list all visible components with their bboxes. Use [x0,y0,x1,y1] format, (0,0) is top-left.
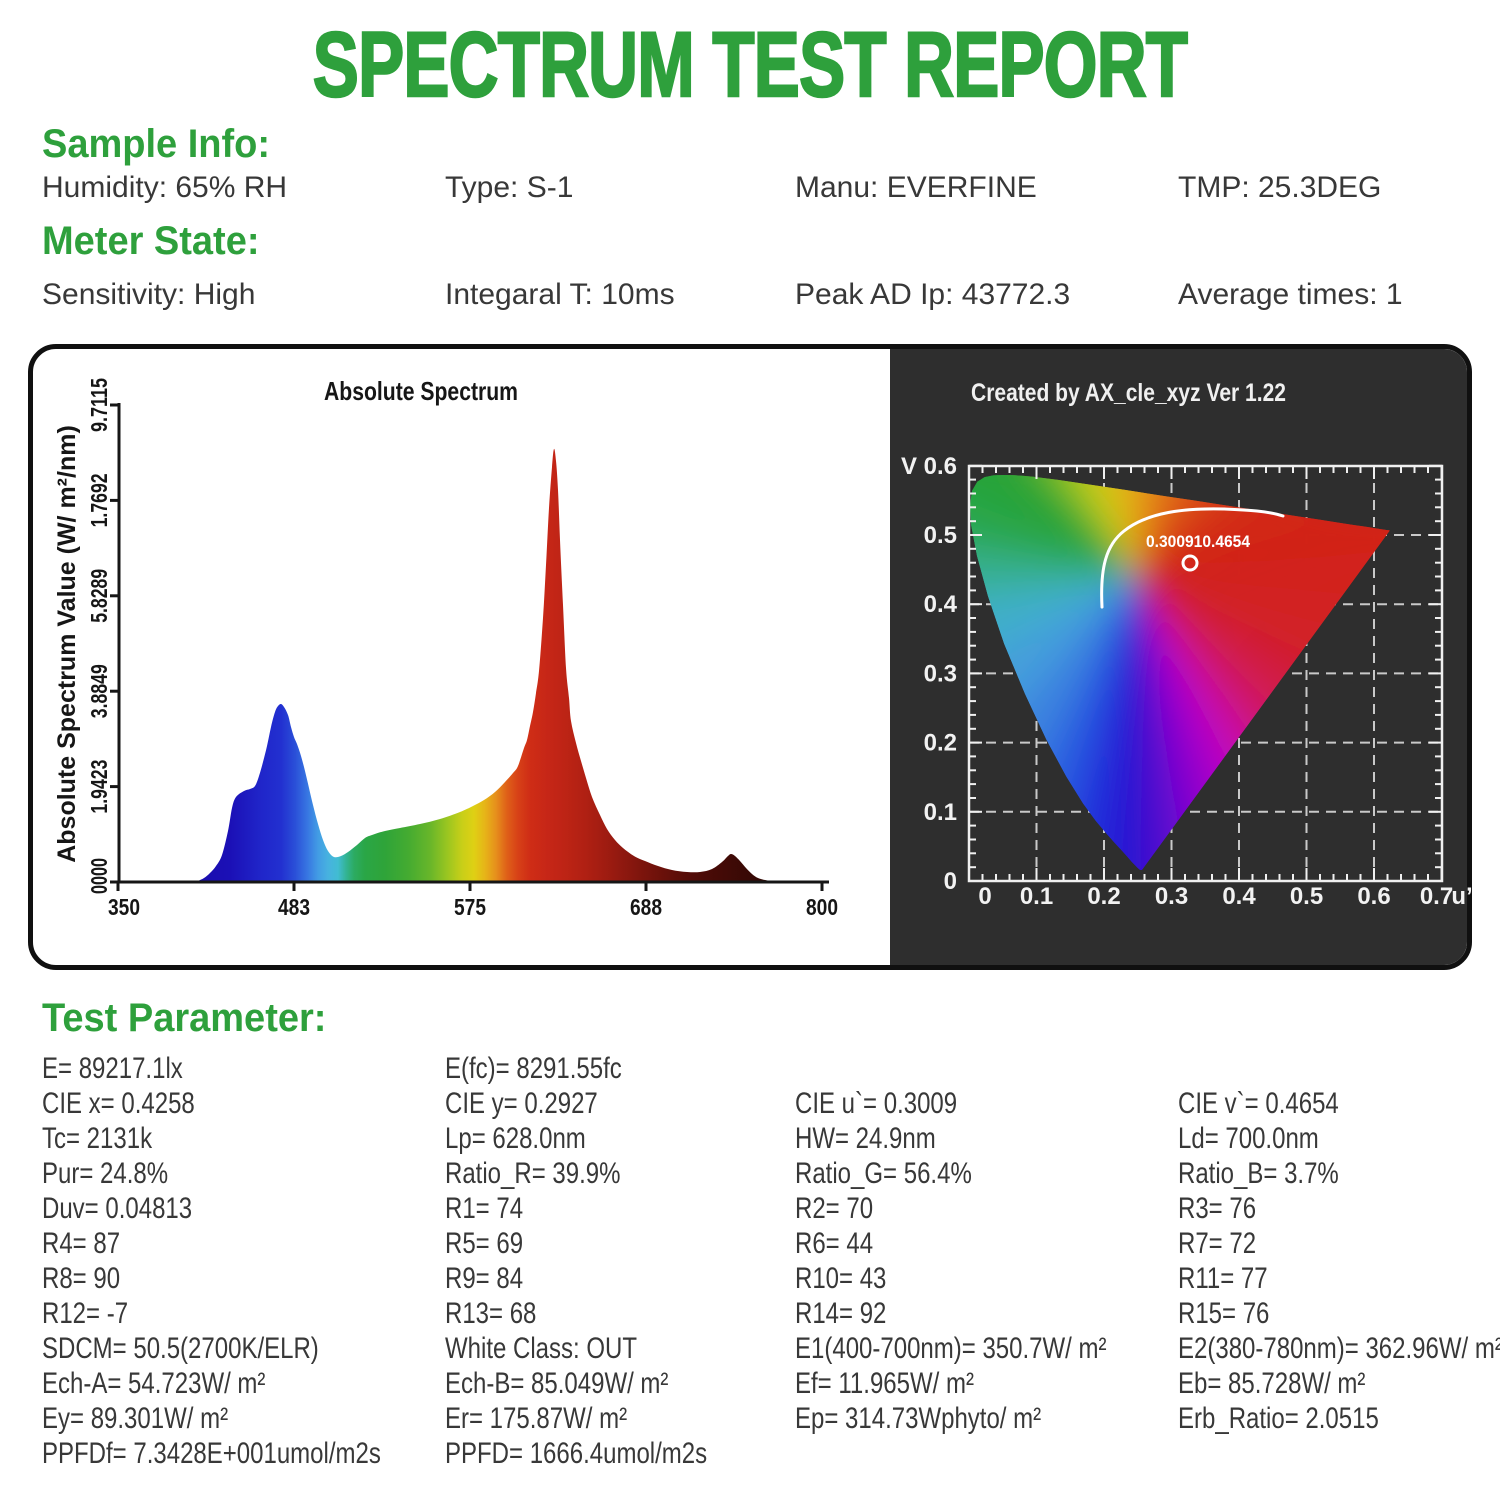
svg-text:0.3: 0.3 [924,660,957,687]
svg-text:0.1: 0.1 [1020,883,1053,910]
svg-text:0.4: 0.4 [1222,883,1256,910]
svg-text:800: 800 [806,894,838,920]
svg-text:0.3: 0.3 [1155,883,1188,910]
svg-text:1.9423: 1.9423 [86,760,112,814]
svg-text:9.7115: 9.7115 [86,378,112,432]
svg-text:0.5: 0.5 [1290,883,1323,910]
svg-text:0.2: 0.2 [1087,883,1120,910]
svg-text:Absolute Spectrum Value (W/ m²: Absolute Spectrum Value (W/ m²/nm) [53,425,81,863]
svg-text:Absolute Spectrum: Absolute Spectrum [324,376,518,406]
svg-text:u’: u’ [1451,883,1472,910]
svg-text:Created by AX_cle_xyz Ver 1.22: Created by AX_cle_xyz Ver 1.22 [971,379,1286,407]
svg-text:V 0.6: V 0.6 [901,453,957,480]
svg-text:0: 0 [978,883,991,910]
svg-text:0.300910.4654: 0.300910.4654 [1146,532,1250,551]
svg-text:0000: 0000 [86,858,112,894]
svg-text:483: 483 [278,894,310,920]
svg-text:0.4: 0.4 [924,591,958,618]
svg-text:1.7692: 1.7692 [86,473,112,527]
svg-text:350: 350 [108,894,140,920]
svg-text:0.6: 0.6 [1357,883,1390,910]
svg-text:0: 0 [944,868,957,895]
svg-text:0.5: 0.5 [924,522,957,549]
svg-text:0.7: 0.7 [1420,883,1453,910]
svg-text:0.1: 0.1 [924,799,957,826]
svg-text:575: 575 [454,894,486,920]
svg-text:5.8289: 5.8289 [86,569,112,623]
svg-text:688: 688 [630,894,662,920]
svg-text:3.8849: 3.8849 [86,664,112,718]
svg-text:0.2: 0.2 [924,730,957,757]
